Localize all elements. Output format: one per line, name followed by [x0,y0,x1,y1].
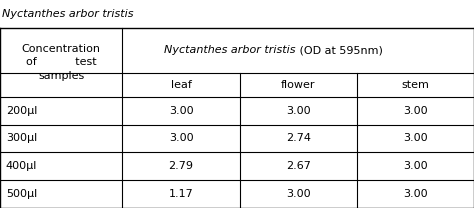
Text: 3.00: 3.00 [169,106,193,116]
Text: 2.67: 2.67 [286,161,311,171]
Text: 2.74: 2.74 [286,134,311,144]
Text: 3.00: 3.00 [286,189,310,199]
Text: leaf: leaf [171,80,191,90]
Text: 3.00: 3.00 [169,134,193,144]
Text: 1.17: 1.17 [169,189,193,199]
Text: 300μl: 300μl [6,134,37,144]
Text: (OD at 595nm): (OD at 595nm) [296,45,383,56]
Text: 3.00: 3.00 [403,161,428,171]
Text: Nyctanthes arbor tristis: Nyctanthes arbor tristis [164,45,296,56]
Text: flower: flower [281,80,316,90]
Text: 3.00: 3.00 [403,106,428,116]
Text: 500μl: 500μl [6,189,37,199]
Text: 3.00: 3.00 [403,134,428,144]
Text: 3.00: 3.00 [286,106,310,116]
Text: Concentration
of           test
samples: Concentration of test samples [22,44,100,80]
Text: 400μl: 400μl [6,161,37,171]
Text: 3.00: 3.00 [403,189,428,199]
Text: 200μl: 200μl [6,106,37,116]
Text: Nyctanthes arbor tristis: Nyctanthes arbor tristis [2,9,134,19]
Text: 2.79: 2.79 [169,161,193,171]
Text: stem: stem [401,80,429,90]
